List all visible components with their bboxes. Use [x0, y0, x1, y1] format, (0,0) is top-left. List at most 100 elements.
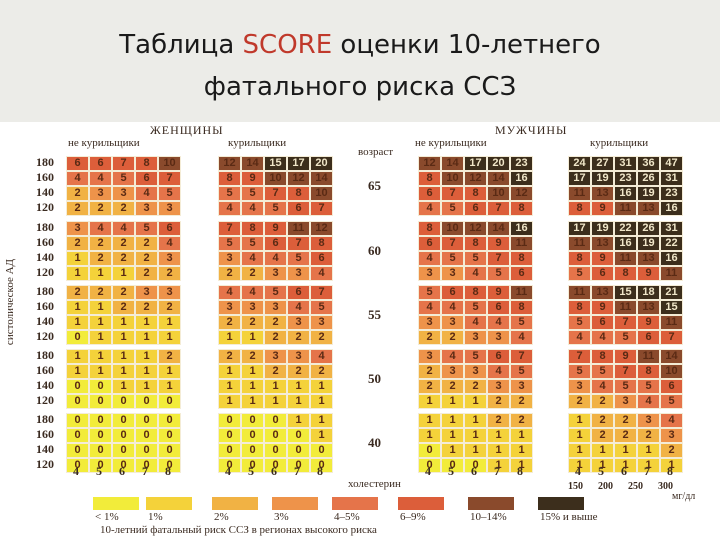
risk-cell: 1 [112, 315, 135, 330]
risk-cell: 2 [218, 349, 241, 364]
sbp-label: 160 [36, 170, 54, 184]
risk-cell: 3 [287, 315, 310, 330]
risk-cell: 11 [614, 251, 637, 266]
legend-label: < 1% [95, 511, 119, 523]
risk-cell: 3 [158, 285, 181, 300]
risk-cell: 5 [241, 236, 264, 251]
risk-cell: 5 [135, 221, 158, 236]
risk-cell: 15 [660, 300, 683, 315]
risk-cell: 1 [158, 364, 181, 379]
risk-cell: 7 [487, 251, 510, 266]
risk-cell: 5 [464, 251, 487, 266]
risk-cell: 4 [660, 413, 683, 428]
risk-cell: 5 [264, 285, 287, 300]
risk-cell: 2 [241, 315, 264, 330]
risk-cell: 1 [441, 413, 464, 428]
risk-cell: 1 [158, 379, 181, 394]
risk-cell: 0 [66, 330, 89, 345]
cholesterol-tick: 5 [96, 464, 102, 478]
risk-cell: 2 [135, 251, 158, 266]
legend-swatch [93, 497, 139, 510]
risk-cell: 2 [135, 266, 158, 281]
risk-cell: 6 [464, 201, 487, 216]
cholesterol-tick: 4 [73, 464, 79, 478]
risk-cell: 2 [218, 266, 241, 281]
risk-cell: 12 [418, 156, 441, 171]
risk-cell: 0 [310, 458, 333, 473]
risk-cell: 1 [135, 315, 158, 330]
risk-cell: 7 [614, 315, 637, 330]
risk-cell: 1 [464, 413, 487, 428]
risk-cell: 0 [218, 413, 241, 428]
risk-cell: 4 [310, 349, 333, 364]
risk-cell: 4 [418, 300, 441, 315]
risk-cell: 2 [614, 428, 637, 443]
risk-cell: 6 [591, 315, 614, 330]
risk-cell: 26 [637, 221, 660, 236]
risk-cell: 4 [464, 315, 487, 330]
risk-cell: 5 [510, 364, 533, 379]
risk-cell: 0 [241, 413, 264, 428]
risk-cell: 1 [464, 428, 487, 443]
risk-cell: 0 [66, 443, 89, 458]
risk-cell: 12 [287, 171, 310, 186]
risk-cell: 0 [89, 428, 112, 443]
age-label: 55 [368, 307, 381, 322]
risk-cell: 13 [637, 251, 660, 266]
risk-cell: 11 [568, 186, 591, 201]
risk-cell: 9 [264, 221, 287, 236]
risk-cell: 2 [637, 428, 660, 443]
risk-cell: 4 [418, 201, 441, 216]
risk-cell: 7 [441, 236, 464, 251]
risk-cell: 4 [441, 300, 464, 315]
cholesterol-tick: 5 [598, 464, 604, 478]
risk-cell: 8 [464, 285, 487, 300]
risk-cell: 3 [568, 379, 591, 394]
sbp-label: 120 [36, 200, 54, 214]
risk-cell: 0 [158, 443, 181, 458]
risk-cell: 3 [464, 364, 487, 379]
risk-cell: 0 [66, 394, 89, 409]
risk-cell: 0 [135, 413, 158, 428]
risk-cell: 5 [310, 300, 333, 315]
risk-cell: 0 [135, 428, 158, 443]
risk-cell: 8 [568, 251, 591, 266]
risk-cell: 10 [310, 186, 333, 201]
risk-cell: 11 [510, 236, 533, 251]
cholesterol-tick: 6 [471, 464, 477, 478]
risk-cell: 2 [487, 413, 510, 428]
risk-cell: 1 [614, 443, 637, 458]
risk-cell: 9 [614, 349, 637, 364]
risk-cell: 3 [218, 300, 241, 315]
risk-cell: 13 [591, 285, 614, 300]
risk-cell: 12 [464, 171, 487, 186]
risk-cell: 4 [241, 201, 264, 216]
risk-cell: 4 [218, 201, 241, 216]
risk-cell: 4 [637, 394, 660, 409]
risk-cell: 20 [487, 156, 510, 171]
sbp-label: 180 [36, 284, 54, 298]
risk-cell: 16 [510, 171, 533, 186]
risk-cell: 0 [89, 394, 112, 409]
risk-cell: 19 [637, 236, 660, 251]
risk-cell: 5 [464, 349, 487, 364]
risk-cell: 1 [614, 458, 637, 473]
risk-cell: 0 [287, 428, 310, 443]
risk-cell: 3 [441, 315, 464, 330]
risk-cell: 5 [218, 236, 241, 251]
risk-cell: 1 [66, 349, 89, 364]
risk-cell: 0 [66, 458, 89, 473]
risk-cell: 1 [66, 315, 89, 330]
risk-cell: 1 [135, 349, 158, 364]
risk-cell: 0 [135, 458, 158, 473]
risk-cell: 3 [158, 201, 181, 216]
risk-cell: 3 [660, 428, 683, 443]
risk-cell: 4 [441, 349, 464, 364]
risk-cell: 2 [264, 330, 287, 345]
risk-cell: 5 [241, 186, 264, 201]
sbp-label: 160 [36, 235, 54, 249]
risk-cell: 13 [637, 300, 660, 315]
risk-cell: 0 [264, 428, 287, 443]
risk-cell: 16 [614, 186, 637, 201]
risk-cell: 0 [89, 413, 112, 428]
